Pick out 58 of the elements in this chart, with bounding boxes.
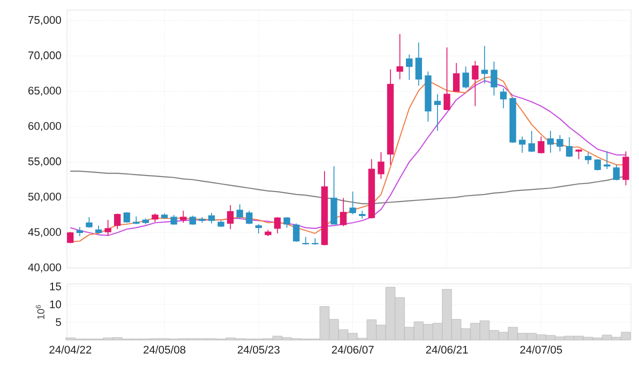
candlestick	[378, 152, 384, 180]
x-tick-label: 24/04/22	[49, 346, 92, 354]
candlestick	[481, 46, 488, 84]
candlestick	[622, 150, 630, 186]
y-tick-label: 50,000	[28, 192, 62, 202]
candlestick	[500, 88, 507, 109]
x-tick-label: 24/05/23	[238, 346, 280, 354]
y-tick-label: 45,000	[28, 228, 62, 238]
x-tick-label: 24/05/08	[144, 346, 186, 354]
candlestick	[566, 136, 573, 158]
candlestick	[76, 226, 84, 237]
candlestick	[396, 34, 404, 80]
x-tick-label: 24/06/21	[426, 346, 468, 354]
y-tick-label: 65,000	[28, 86, 62, 96]
candlestick	[114, 213, 121, 230]
candlestick	[284, 216, 290, 228]
candlestick	[406, 54, 413, 80]
candlestick	[584, 152, 592, 165]
candlestick	[613, 164, 620, 181]
candlestick	[255, 224, 262, 234]
candlestick	[453, 62, 460, 92]
y-tick-label: 55,000	[28, 157, 62, 167]
candlestick	[274, 216, 281, 234]
x-tick-label: 24/06/07	[332, 346, 374, 354]
candlestick	[594, 158, 601, 171]
candlestick	[575, 148, 582, 160]
candlestick	[208, 212, 215, 224]
candlestick	[123, 212, 130, 224]
candlestick	[547, 130, 554, 154]
candlestick	[349, 191, 356, 215]
y-tick-label: 15	[50, 282, 62, 290]
candlestick	[444, 47, 450, 110]
candlestick	[189, 215, 196, 226]
candlestick	[415, 42, 422, 86]
candlestick	[246, 210, 253, 225]
y-axis-title: 10$^{6}$	[36, 305, 44, 319]
x-tick-label: 24/07/05	[520, 346, 562, 354]
y-tick-label: 60,000	[28, 122, 62, 132]
y-tick-label: 5	[56, 318, 62, 326]
candlestick	[518, 136, 526, 154]
candlestick	[556, 134, 564, 152]
y-tick-label: 40,000	[28, 263, 62, 273]
candlestick	[528, 130, 535, 153]
candlestick	[434, 94, 441, 132]
candlestick	[472, 60, 478, 107]
candlestick	[170, 214, 178, 226]
y-tick-label: 70,000	[28, 51, 62, 60]
candlestick	[236, 204, 244, 220]
candlestick	[292, 223, 300, 242]
candlestick	[604, 150, 610, 170]
y-tick-label: 75,000	[28, 16, 62, 26]
candlestick	[340, 198, 347, 227]
candlestick	[227, 204, 234, 230]
candlestick	[462, 66, 470, 89]
candlestick	[490, 61, 498, 96]
candlestick	[104, 219, 112, 236]
candlestick	[538, 136, 544, 154]
y-tick-label: 10	[50, 300, 62, 308]
